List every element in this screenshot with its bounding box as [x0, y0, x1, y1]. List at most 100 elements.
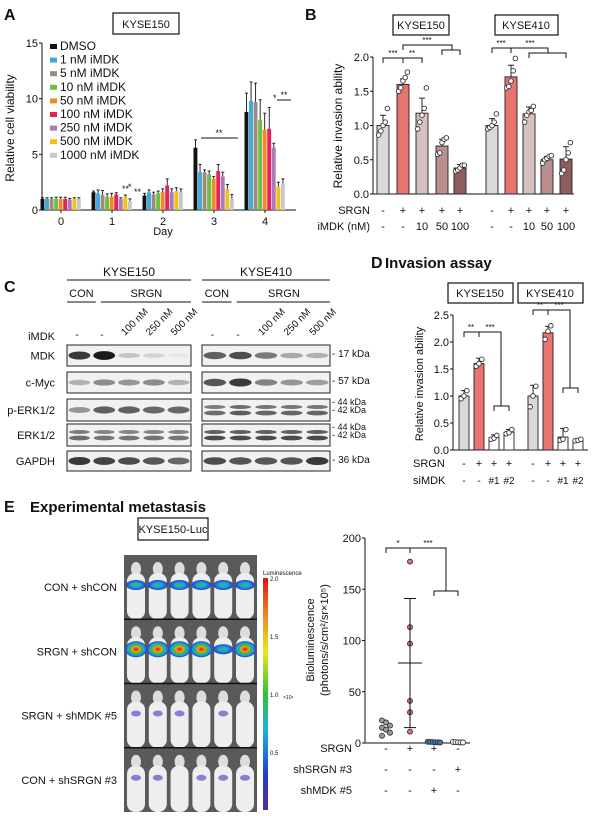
data-point	[506, 83, 512, 90]
data-point	[417, 119, 423, 125]
bar	[109, 196, 114, 210]
bar	[262, 129, 267, 210]
legend-swatch	[50, 152, 57, 158]
significance-mark: ***	[496, 39, 505, 48]
colorbar-unit: ×10⁶	[283, 695, 294, 701]
y-tick-label: 200	[343, 533, 361, 545]
legend-swatch	[50, 44, 57, 49]
bar	[114, 194, 119, 210]
protein-label: GAPDH	[16, 456, 55, 468]
shmdk-status: -	[456, 785, 460, 797]
shmdk-status: +	[431, 785, 437, 797]
protein-band	[68, 430, 90, 434]
data-point	[527, 404, 533, 410]
protein-band	[229, 410, 252, 416]
blot-strip	[66, 371, 192, 394]
y-axis-label-units: (photons/s/cm²/sr×10⁵)	[319, 584, 331, 696]
data-point	[494, 432, 500, 439]
bar	[45, 198, 49, 210]
bar	[202, 172, 207, 210]
data-point	[414, 126, 421, 132]
data-point	[404, 69, 411, 75]
mouse-head	[218, 754, 229, 769]
mouse-head	[152, 562, 163, 576]
panel-label-c: C	[4, 279, 16, 296]
y-tick-label: 1.5	[354, 86, 369, 98]
significance-mark: ***	[388, 49, 397, 58]
protein-band	[168, 435, 190, 441]
srgn-label: SRGN	[268, 288, 300, 300]
y-tick-label: 0	[32, 205, 38, 217]
significance-bracket	[441, 49, 461, 55]
protein-label: p-ERK1/2	[7, 405, 55, 417]
y-axis-label: Relative invasion ability	[331, 64, 345, 189]
data-point	[493, 111, 500, 117]
luminescence-signal	[131, 710, 141, 717]
luminescence-signal	[169, 580, 190, 590]
data-point	[407, 728, 413, 735]
data-point	[476, 360, 482, 367]
colorbar	[263, 578, 268, 810]
bar	[396, 83, 410, 195]
protein-band	[229, 457, 252, 465]
imdk-dose: 50	[541, 221, 553, 233]
panel-label-e: E	[4, 499, 15, 516]
data-point	[382, 119, 388, 125]
lane-label: -	[100, 330, 103, 341]
data-point	[548, 323, 554, 329]
y-tick-label: 100	[343, 636, 361, 648]
bar	[504, 76, 518, 195]
panel-title: Experimental metastasis	[30, 499, 206, 516]
y-tick-label: 15	[26, 38, 38, 50]
protein-band	[143, 435, 165, 441]
significance-mark: ***	[525, 39, 534, 48]
x-tick-label: 2	[160, 216, 166, 228]
data-point	[421, 105, 427, 112]
y-tick-label: 0.5	[354, 155, 369, 167]
y-axis-label: Relative invasion ability	[414, 326, 426, 441]
significance-mark: **	[409, 49, 415, 58]
luminescence-signal	[152, 774, 163, 781]
protein-band	[204, 410, 226, 416]
simdk-status: -	[546, 476, 549, 487]
protein-band	[118, 406, 140, 414]
protein-band	[203, 351, 227, 360]
srgn-status: +	[491, 458, 497, 470]
srgn-status: +	[544, 205, 550, 217]
x-tick-label: 0	[58, 216, 64, 228]
lane-label: 500 nM	[169, 307, 200, 338]
protein-band	[280, 430, 303, 434]
luminescence-signal	[146, 641, 169, 658]
group-title: KYSE410	[526, 288, 574, 300]
shmdk-status: -	[408, 785, 412, 797]
imdk-dose: -	[401, 221, 405, 233]
data-point	[533, 383, 539, 390]
image-title: KYSE150-Luc	[138, 524, 208, 536]
luminescence-signal	[126, 580, 146, 590]
significance-bracket	[402, 57, 423, 63]
protein-band	[68, 435, 90, 441]
srgn-status: +	[560, 458, 566, 470]
simdk-status: #2	[503, 476, 515, 487]
mouse-head	[218, 562, 229, 576]
lane-label: -	[211, 330, 214, 341]
data-point	[578, 436, 584, 442]
mouse-head	[174, 754, 185, 769]
bar	[229, 198, 234, 210]
bar	[225, 188, 230, 210]
mouse-head	[218, 690, 229, 705]
mouse-head	[240, 626, 250, 641]
bar	[165, 185, 170, 210]
srgn-status: +	[419, 205, 425, 217]
significance-mark: ***	[423, 539, 432, 548]
mouse-body	[127, 701, 145, 748]
bar	[542, 332, 554, 451]
legend-label: DMSO	[60, 39, 96, 53]
imdk-dose: 100	[451, 221, 469, 233]
protein-band	[255, 435, 277, 441]
protein-band	[168, 430, 190, 434]
row-label: iMDK (nM)	[317, 221, 370, 233]
lane-label: -	[236, 330, 239, 341]
data-point	[387, 722, 393, 729]
